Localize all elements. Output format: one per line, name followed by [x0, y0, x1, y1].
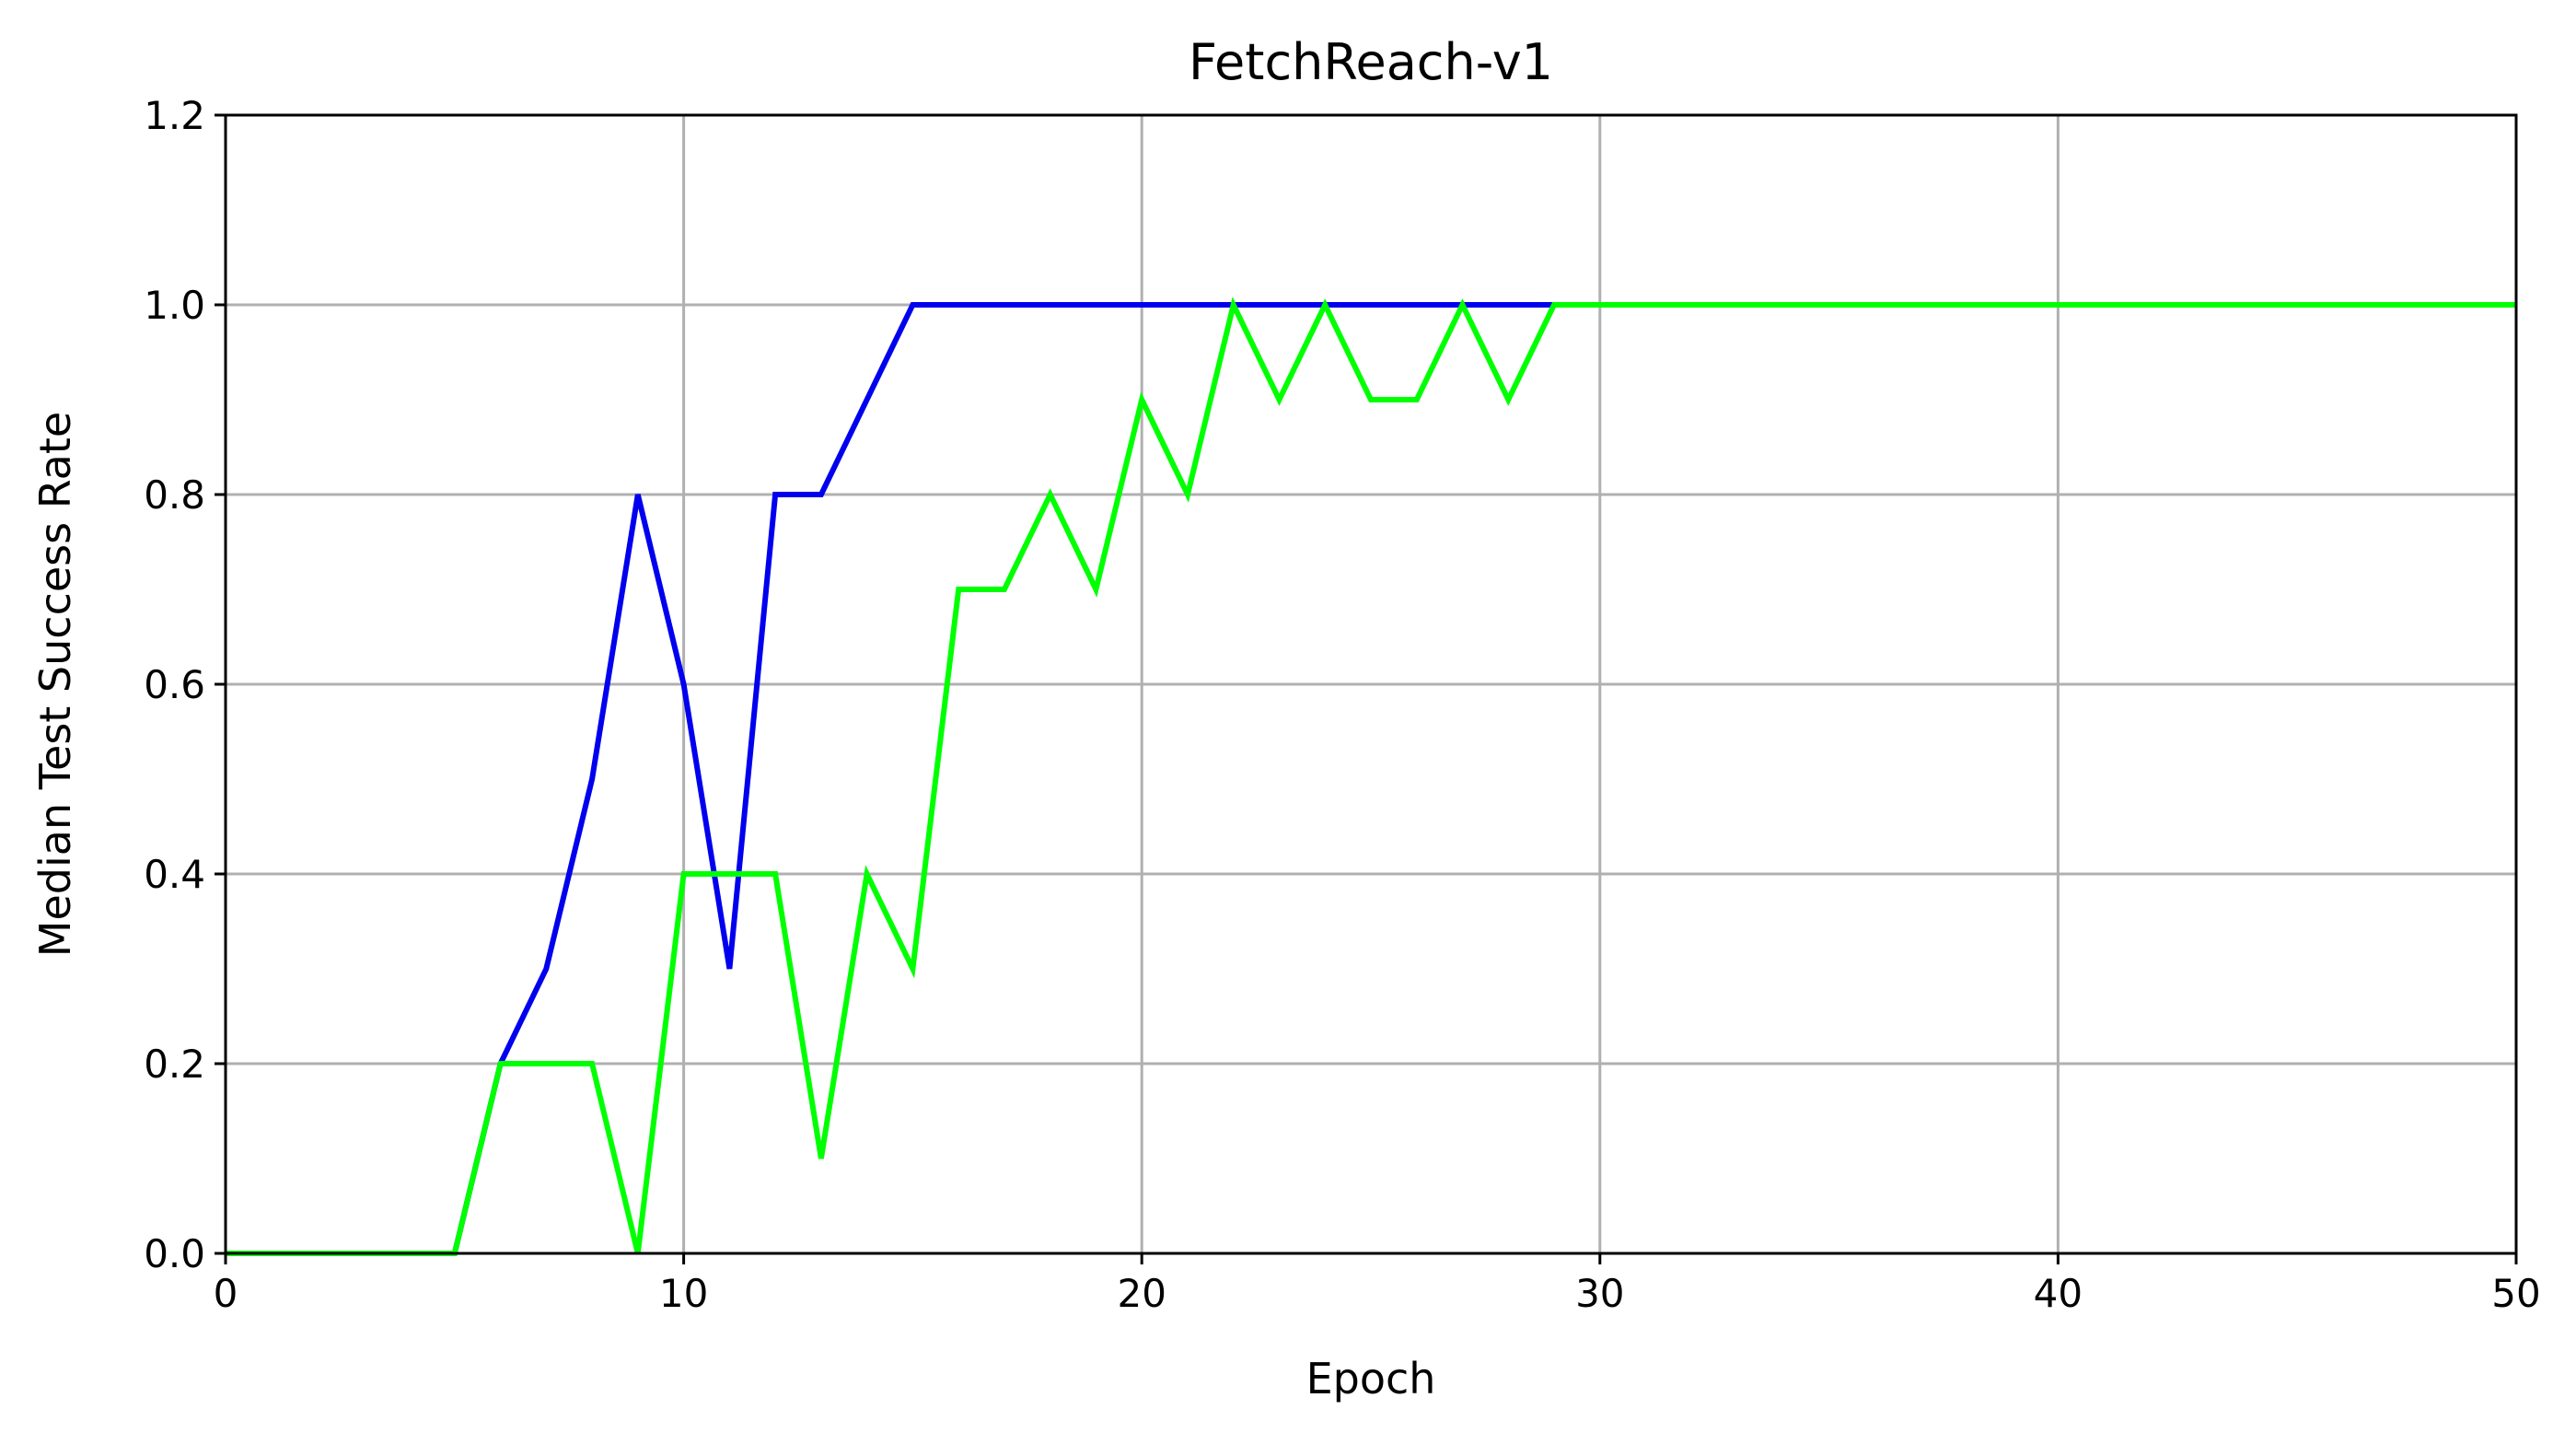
x-tick-label: 30 — [1575, 1271, 1624, 1316]
y-tick-label: 0.2 — [144, 1042, 205, 1087]
x-axis-label: Epoch — [1306, 1354, 1436, 1403]
grid — [224, 113, 2518, 1255]
chart-title: FetchReach-v1 — [1189, 33, 1553, 91]
y-tick-label: 0.8 — [144, 472, 205, 518]
x-tick-label: 10 — [659, 1271, 708, 1316]
y-tick-label: 1.0 — [144, 283, 205, 328]
x-tick-label: 40 — [2034, 1271, 2083, 1316]
y-tick-label: 1.2 — [144, 93, 205, 138]
y-tick-label: 0.6 — [144, 662, 205, 707]
series-line-1 — [226, 302, 1554, 1256]
series-layer — [226, 297, 2516, 1256]
y-axis-label: Median Test Success Rate — [30, 412, 80, 957]
y-tick-label: 0.0 — [144, 1231, 205, 1276]
y-tick-label: 0.4 — [144, 852, 205, 897]
x-tick-label: 20 — [1117, 1271, 1166, 1316]
x-tick-label: 0 — [214, 1271, 238, 1316]
ticks: 0 10 20 30 40 50 0.0 0.2 0.4 0.6 0.8 1.0 1.2 — [144, 93, 2541, 1316]
x-tick-label: 50 — [2491, 1271, 2540, 1316]
series-line-2 — [226, 297, 2516, 1256]
